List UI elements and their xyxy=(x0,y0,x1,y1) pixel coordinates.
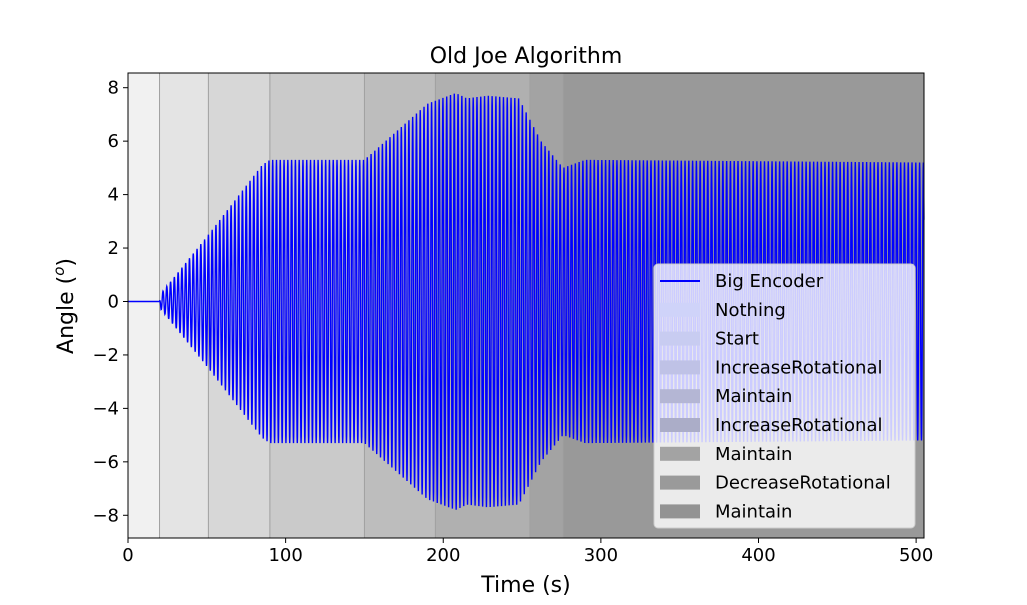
legend-label: DecreaseRotational xyxy=(715,473,891,494)
phase-band-1 xyxy=(159,73,209,538)
y-tick-label: 2 xyxy=(108,238,119,259)
y-tick-label: 0 xyxy=(108,291,119,312)
legend-patch-swatch xyxy=(660,418,700,432)
legend-label: Maintain xyxy=(715,444,792,465)
legend-label: Nothing xyxy=(715,300,786,321)
y-axis-label: Angle (o) xyxy=(50,258,79,354)
x-tick-label: 300 xyxy=(584,545,618,566)
plot-frame xyxy=(127,72,925,539)
y-tick-label: −4 xyxy=(92,398,119,419)
chart-title: Old Joe Algorithm xyxy=(430,44,623,69)
x-axis-label: Time (s) xyxy=(480,573,570,598)
x-tick-label: 400 xyxy=(741,545,775,566)
legend-box xyxy=(653,263,916,529)
legend-patch-swatch xyxy=(660,389,700,404)
y-tick-label: −2 xyxy=(92,345,119,366)
y-tick-label: −8 xyxy=(92,505,119,526)
series-layer xyxy=(128,93,925,510)
legend-patch-swatch xyxy=(660,331,700,346)
legend-patch-swatch xyxy=(660,475,700,490)
legend-label: Start xyxy=(715,329,759,350)
legend-patch-swatch xyxy=(660,302,700,317)
y-tick-label: −6 xyxy=(92,452,119,473)
phase-band-0 xyxy=(128,73,160,538)
x-tick-label: 0 xyxy=(122,545,133,566)
legend-patch-swatch xyxy=(660,446,700,461)
legend-label: Maintain xyxy=(715,501,792,522)
legend: Big Encoder Nothing Start IncreaseRotationa… xyxy=(653,263,916,529)
x-tick-label: 100 xyxy=(268,545,302,566)
y-axis-ticks: −8 −6 −4 −2 0 2 4 6 8 xyxy=(92,78,128,526)
legend-patch-swatch xyxy=(660,360,700,375)
x-tick-label: 500 xyxy=(899,545,933,566)
x-axis-ticks: 0 100 200 300 400 500 xyxy=(122,538,933,566)
legend-patch-swatch xyxy=(660,504,700,519)
legend-label: IncreaseRotational xyxy=(715,415,882,436)
x-tick-label: 200 xyxy=(426,545,460,566)
legend-label: IncreaseRotational xyxy=(715,357,882,378)
legend-label: Big Encoder xyxy=(715,271,824,292)
series-big-encoder xyxy=(128,93,925,510)
y-tick-label: 8 xyxy=(108,78,119,99)
y-tick-label: 6 xyxy=(108,131,119,152)
y-axis-label-superscript: o xyxy=(50,267,68,276)
legend-label: Maintain xyxy=(715,386,792,407)
y-tick-label: 4 xyxy=(108,185,119,206)
